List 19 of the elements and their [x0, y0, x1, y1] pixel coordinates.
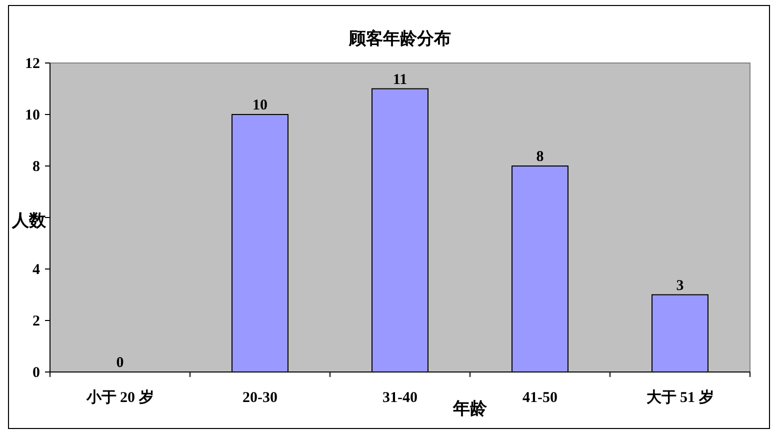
- y-tick-label: 4: [32, 262, 40, 278]
- y-tick-label: 8: [32, 159, 40, 175]
- chart-title: 顾客年龄分布: [348, 29, 451, 48]
- y-tick-label: 12: [25, 56, 40, 72]
- x-axis-title: 年龄: [452, 399, 488, 418]
- y-axis-title: 人数: [11, 211, 47, 230]
- data-label: 10: [252, 98, 268, 114]
- data-label: 8: [536, 149, 544, 165]
- y-tick-label: 2: [32, 314, 40, 330]
- x-tick-label: 小于 20 岁: [85, 389, 154, 406]
- x-tick-label: 31-40: [382, 390, 418, 406]
- y-tick-label: 0: [32, 365, 40, 381]
- x-tick-label: 大于 51 岁: [646, 389, 714, 406]
- x-tick-label: 41-50: [522, 390, 558, 406]
- y-tick-label: 10: [25, 108, 40, 124]
- x-tick-label: 20-30: [242, 390, 278, 406]
- data-label: 0: [116, 355, 124, 371]
- data-label: 11: [392, 72, 408, 88]
- data-label: 3: [676, 278, 684, 294]
